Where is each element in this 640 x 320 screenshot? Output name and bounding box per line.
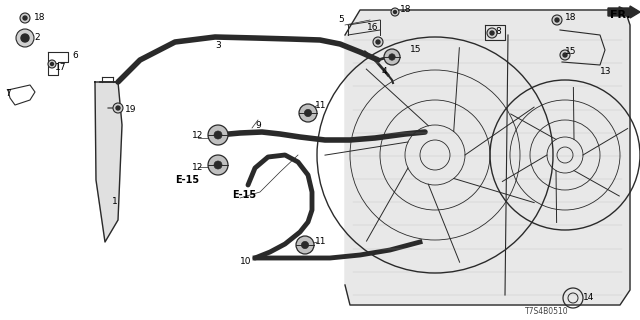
Circle shape xyxy=(552,15,562,25)
Circle shape xyxy=(51,62,54,66)
Circle shape xyxy=(21,34,29,42)
Text: 17: 17 xyxy=(55,63,67,73)
Text: 15: 15 xyxy=(410,45,422,54)
Text: 16: 16 xyxy=(367,23,378,33)
Circle shape xyxy=(376,40,380,44)
Circle shape xyxy=(487,28,497,38)
Circle shape xyxy=(394,11,397,13)
Text: 18: 18 xyxy=(565,13,577,22)
Text: E-15: E-15 xyxy=(232,190,256,200)
Text: 2: 2 xyxy=(34,34,40,43)
Circle shape xyxy=(299,104,317,122)
Circle shape xyxy=(23,16,27,20)
Circle shape xyxy=(214,131,222,139)
Text: 18: 18 xyxy=(400,5,412,14)
Circle shape xyxy=(208,155,228,175)
Text: 6: 6 xyxy=(72,51,77,60)
Text: E-15: E-15 xyxy=(175,175,199,185)
Circle shape xyxy=(560,50,570,60)
Circle shape xyxy=(20,13,30,23)
Text: 11: 11 xyxy=(315,237,326,246)
Text: 11: 11 xyxy=(315,100,326,109)
Polygon shape xyxy=(345,10,630,305)
Text: 13: 13 xyxy=(600,68,611,76)
Text: 8: 8 xyxy=(495,28,500,36)
Text: 15: 15 xyxy=(565,47,577,57)
Circle shape xyxy=(301,241,308,249)
Circle shape xyxy=(373,37,383,47)
Text: 12: 12 xyxy=(192,164,204,172)
Circle shape xyxy=(391,8,399,16)
Polygon shape xyxy=(95,82,122,242)
Circle shape xyxy=(113,103,123,113)
Circle shape xyxy=(555,18,559,22)
Text: 7: 7 xyxy=(5,90,11,99)
Circle shape xyxy=(389,54,396,60)
Text: 18: 18 xyxy=(34,13,45,22)
Circle shape xyxy=(116,106,120,110)
Text: 12: 12 xyxy=(192,131,204,140)
Circle shape xyxy=(305,109,312,116)
Circle shape xyxy=(214,161,222,169)
Circle shape xyxy=(16,29,34,47)
Circle shape xyxy=(296,236,314,254)
Text: 5: 5 xyxy=(338,15,344,25)
Circle shape xyxy=(48,60,56,68)
Text: T7S4B0510: T7S4B0510 xyxy=(525,308,568,316)
Text: 1: 1 xyxy=(112,197,118,206)
Text: 4: 4 xyxy=(382,68,388,76)
Text: 19: 19 xyxy=(125,106,136,115)
Circle shape xyxy=(563,53,567,57)
Circle shape xyxy=(208,125,228,145)
Circle shape xyxy=(490,31,494,35)
FancyArrow shape xyxy=(608,6,640,18)
Text: 10: 10 xyxy=(240,258,252,267)
Text: 14: 14 xyxy=(583,293,595,302)
Circle shape xyxy=(384,49,400,65)
Text: FR.: FR. xyxy=(610,10,630,20)
Text: 3: 3 xyxy=(215,41,221,50)
Text: 9: 9 xyxy=(255,121,260,130)
